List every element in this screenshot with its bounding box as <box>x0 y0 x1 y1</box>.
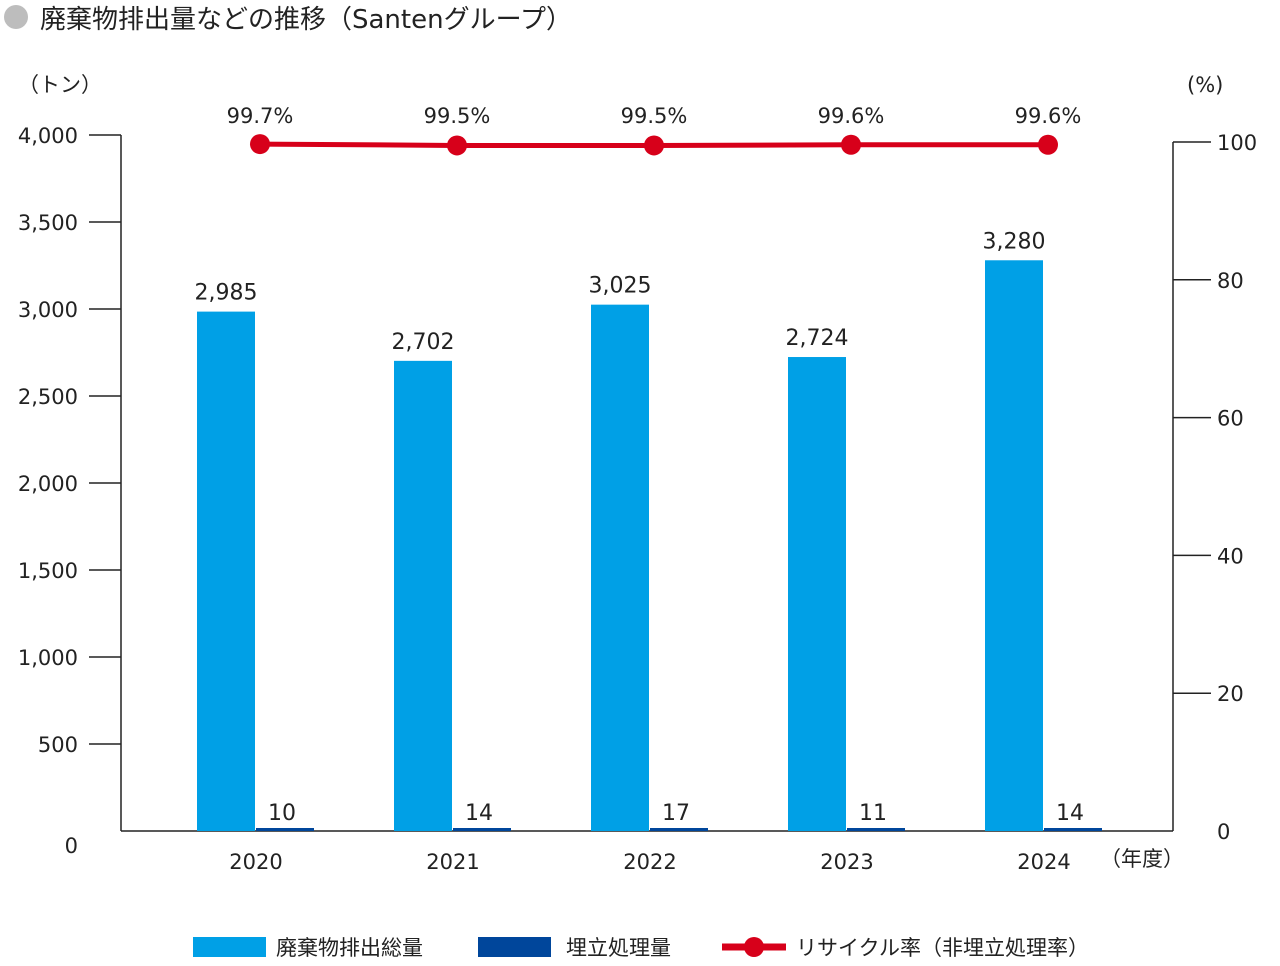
legend-label-total: 廃棄物排出総量 <box>276 936 423 960</box>
x-tick-label: 2024 <box>1017 850 1070 874</box>
y-tick-label: 500 <box>38 733 78 757</box>
y-tick-label: 0 <box>65 834 78 858</box>
bar-landfill-label: 14 <box>1056 801 1084 826</box>
bar-total-label: 2,702 <box>392 330 455 355</box>
bar-total-label: 2,985 <box>195 281 258 306</box>
recycle-point-label: 99.6% <box>818 104 885 128</box>
y2-tick-label: 60 <box>1217 407 1244 431</box>
y-tick-label: 2,500 <box>18 385 78 409</box>
bar-total <box>788 357 846 831</box>
bar-total-label: 2,724 <box>786 326 849 351</box>
bar-landfill-label: 10 <box>268 801 296 826</box>
bar-total-label: 3,280 <box>983 229 1046 254</box>
legend-label-recycle: リサイクル率（非埋立処理率） <box>796 936 1089 960</box>
bar-landfill <box>1044 828 1102 831</box>
y2-tick-label: 80 <box>1217 269 1244 293</box>
x-tick-label: 2020 <box>229 850 282 874</box>
y-tick-label: 2,000 <box>18 472 78 496</box>
recycle-point <box>447 135 467 156</box>
y-tick-label: 4,000 <box>18 124 78 148</box>
y2-tick-label: 20 <box>1217 682 1244 706</box>
y-tick-label: 3,500 <box>18 211 78 235</box>
legend: 廃棄物排出総量 埋立処理量 リサイクル率（非埋立処理率） <box>193 936 1089 960</box>
bar-landfill <box>650 828 708 831</box>
y-axis-label: （トン） <box>18 73 102 97</box>
bar-landfill-label: 17 <box>662 801 690 826</box>
bar-landfill <box>256 828 314 831</box>
title-bullet-icon <box>4 5 28 29</box>
recycle-point <box>1038 134 1058 155</box>
x-tick-label: 2021 <box>426 850 479 874</box>
bar-landfill <box>847 828 905 831</box>
y-tick-label: 3,000 <box>18 298 78 322</box>
recycle-point-label: 99.6% <box>1015 104 1082 128</box>
y-tick-label: 1,500 <box>18 559 78 583</box>
chart-title: 廃棄物排出量などの推移（Santenグループ） <box>40 5 572 35</box>
bar-total <box>985 260 1043 831</box>
legend-swatch-recycle-marker <box>744 937 764 957</box>
legend-swatch-total <box>193 937 266 957</box>
y2-tick-label: 100 <box>1217 131 1257 155</box>
y-tick-label: 1,000 <box>18 646 78 670</box>
y2-tick-label: 0 <box>1217 820 1230 844</box>
recycle-point <box>250 134 270 155</box>
recycle-point-label: 99.5% <box>621 104 688 128</box>
x-tick-label: 2023 <box>820 850 873 874</box>
recycle-point <box>644 135 664 156</box>
bar-total <box>591 304 649 831</box>
bar-landfill <box>453 828 511 831</box>
legend-swatch-landfill <box>478 937 551 957</box>
bar-landfill-label: 14 <box>465 801 493 826</box>
bar-total <box>394 360 452 831</box>
x-tick-label: 2022 <box>623 850 676 874</box>
y2-tick-label: 40 <box>1217 544 1244 568</box>
bar-total <box>197 311 255 831</box>
bar-total-label: 3,025 <box>589 274 652 299</box>
recycle-point <box>841 134 861 155</box>
x-axis-label: （年度） <box>1100 847 1184 871</box>
legend-label-landfill: 埋立処理量 <box>566 936 671 960</box>
recycle-point-label: 99.5% <box>424 104 491 128</box>
y2-axis-label: (%) <box>1187 73 1223 97</box>
bar-landfill-label: 11 <box>859 801 887 826</box>
recycle-point-label: 99.7% <box>227 104 294 128</box>
